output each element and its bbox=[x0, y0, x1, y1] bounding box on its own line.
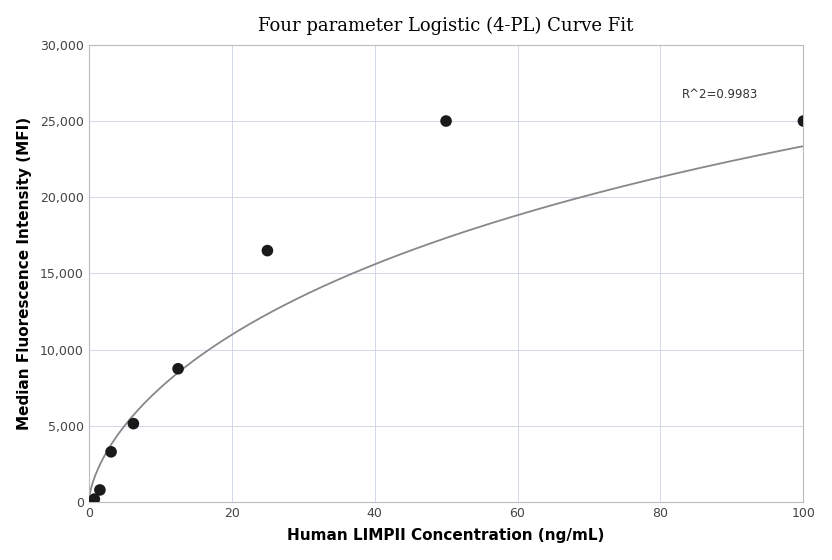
Point bbox=[93, 486, 106, 494]
Text: R^2=0.9983: R^2=0.9983 bbox=[682, 88, 758, 101]
Point bbox=[260, 246, 274, 255]
Point bbox=[104, 447, 117, 456]
Point bbox=[126, 419, 140, 428]
Point bbox=[797, 116, 810, 125]
Point bbox=[171, 364, 185, 373]
Y-axis label: Median Fluorescence Intensity (MFI): Median Fluorescence Intensity (MFI) bbox=[17, 117, 32, 430]
X-axis label: Human LIMPII Concentration (ng/mL): Human LIMPII Concentration (ng/mL) bbox=[287, 528, 605, 543]
Point bbox=[87, 494, 101, 503]
Title: Four parameter Logistic (4-PL) Curve Fit: Four parameter Logistic (4-PL) Curve Fit bbox=[259, 17, 634, 35]
Point bbox=[439, 116, 453, 125]
